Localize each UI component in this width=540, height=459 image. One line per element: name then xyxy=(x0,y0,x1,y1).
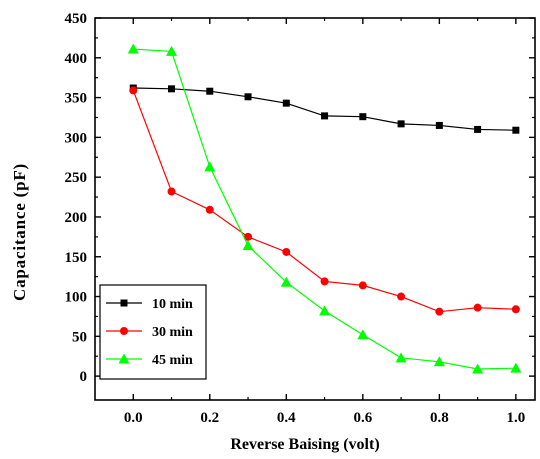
data-point-30-min xyxy=(282,247,291,256)
y-tick-label: 0 xyxy=(80,369,88,385)
data-point-10-min xyxy=(512,126,520,134)
legend-box xyxy=(99,284,207,380)
data-point-10-min xyxy=(282,99,290,107)
y-tick-label: 200 xyxy=(65,210,88,226)
legend-label-10-min: 10 min xyxy=(152,297,193,312)
x-axis-title: Reverse Baising (volt) xyxy=(230,436,379,453)
data-point-45-min xyxy=(357,329,369,340)
data-point-45-min xyxy=(127,43,139,54)
y-tick-label: 250 xyxy=(65,170,88,186)
data-point-45-min xyxy=(510,362,522,373)
data-point-10-min xyxy=(474,125,482,133)
y-tick-label: 300 xyxy=(65,130,88,146)
data-point-45-min xyxy=(204,161,216,172)
x-tick-label: 0.6 xyxy=(353,410,372,426)
data-point-30-min xyxy=(511,305,520,314)
x-tick-label: 1.0 xyxy=(506,410,525,426)
data-point-45-min xyxy=(472,363,484,374)
x-tick-label: 0.8 xyxy=(430,410,449,426)
x-tick-label: 0.2 xyxy=(200,410,219,426)
data-point-30-min xyxy=(129,86,138,95)
data-point-10-min xyxy=(435,121,443,129)
legend-label-45-min: 45 min xyxy=(152,353,193,368)
series-30-min xyxy=(129,86,520,316)
series-45-min xyxy=(127,43,522,374)
data-point-30-min xyxy=(473,303,482,312)
data-point-45-min xyxy=(319,305,331,316)
plot-frame xyxy=(94,17,536,401)
data-point-10-min xyxy=(321,112,329,120)
data-point-45-min xyxy=(433,356,445,367)
x-tick-label: 0.0 xyxy=(124,410,143,426)
data-point-45-min xyxy=(242,240,254,251)
y-tick-label: 350 xyxy=(65,91,88,107)
y-tick-label: 150 xyxy=(65,250,88,266)
data-point-30-min xyxy=(205,205,214,214)
data-point-45-min xyxy=(395,352,407,363)
series-10-min xyxy=(129,84,520,134)
data-point-30-min xyxy=(397,292,406,301)
plot-border xyxy=(94,17,536,401)
data-point-30-min xyxy=(358,281,367,290)
y-tick-label: 400 xyxy=(65,51,88,67)
legend-marker-30-min xyxy=(120,327,128,335)
data-point-30-min xyxy=(244,232,253,241)
data-point-10-min xyxy=(206,87,214,95)
x-tick-label: 0.4 xyxy=(277,410,296,426)
data-point-10-min xyxy=(359,113,367,121)
data-point-45-min xyxy=(280,276,292,287)
legend-marker-10-min xyxy=(120,299,128,307)
y-axis-title: Capacitance (pF) xyxy=(10,163,29,301)
data-point-10-min xyxy=(397,120,405,128)
data-point-30-min xyxy=(435,307,444,316)
legend-marker-45-min xyxy=(118,353,130,364)
y-tick-label: 450 xyxy=(65,11,88,27)
series-layer xyxy=(127,43,522,374)
data-point-30-min xyxy=(320,277,329,286)
data-point-45-min xyxy=(166,45,178,56)
y-tick-label: 50 xyxy=(72,329,87,345)
data-point-10-min xyxy=(244,93,252,101)
y-axis: 0 50 100 150 200 250 300 350 400 450 xyxy=(65,11,535,385)
y-tick-label: 100 xyxy=(65,290,88,306)
legend: 10 min 30 min 45 min xyxy=(99,284,207,380)
data-point-30-min xyxy=(167,187,176,196)
x-axis: 0.0 0.2 0.4 0.6 0.8 1.0 xyxy=(124,18,525,426)
data-point-10-min xyxy=(168,85,176,93)
legend-label-30-min: 30 min xyxy=(152,325,193,340)
